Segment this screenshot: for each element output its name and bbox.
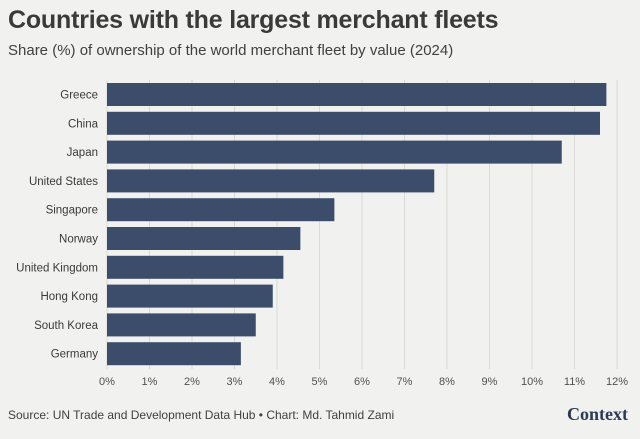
x-tick-label: 3% [227,376,243,388]
chart-subtitle: Share (%) of ownership of the world merc… [8,42,454,59]
x-tick-label: 5% [312,376,328,388]
bar [107,198,335,222]
bar [107,140,562,164]
x-tick-label: 9% [482,376,498,388]
x-tick-label: 12% [606,376,628,388]
category-label: South Korea [34,320,99,332]
source-note: Source: UN Trade and Development Data Hu… [8,408,395,422]
category-label: Singapore [46,205,98,217]
bar [107,342,241,366]
category-label: Norway [59,234,98,246]
bar [107,83,607,106]
x-tick-label: 0% [99,376,115,388]
category-label: Hong Kong [40,291,98,303]
x-tick-label: 4% [269,376,285,388]
context-logo: Context [567,404,628,424]
bar [107,227,301,250]
category-label: United Kingdom [16,262,98,274]
chart-title: Countries with the largest merchant flee… [8,6,499,34]
bar [107,169,435,193]
x-tick-label: 10% [521,376,543,388]
x-tick-label: 2% [184,376,200,388]
bar [107,284,273,308]
bar [107,313,256,337]
category-label: Japan [67,147,98,159]
x-tick-label: 7% [397,376,413,388]
category-label: United States [29,176,98,188]
category-label: Greece [60,90,98,102]
x-tick-label: 11% [564,376,585,388]
x-tick-label: 6% [354,376,370,388]
bar [107,111,600,135]
bar [107,255,284,279]
x-tick-label: 8% [439,376,455,388]
x-tick-label: 1% [142,376,158,388]
bar-chart: Greece China Japan United States Singapore No… [16,80,628,388]
category-label: Germany [51,349,99,361]
category-label: China [68,118,99,130]
